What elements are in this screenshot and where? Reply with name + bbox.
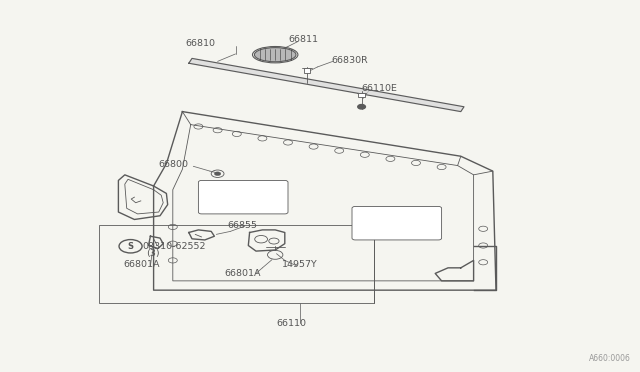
Polygon shape bbox=[189, 58, 464, 112]
Text: S: S bbox=[127, 242, 134, 251]
Circle shape bbox=[214, 172, 221, 176]
FancyBboxPatch shape bbox=[198, 180, 288, 214]
FancyBboxPatch shape bbox=[304, 68, 310, 73]
Text: 66811: 66811 bbox=[288, 35, 318, 44]
FancyBboxPatch shape bbox=[358, 93, 365, 97]
Text: 08310-62552: 08310-62552 bbox=[142, 242, 205, 251]
Text: 66801A: 66801A bbox=[224, 269, 260, 278]
Text: 66801A: 66801A bbox=[123, 260, 159, 269]
FancyBboxPatch shape bbox=[352, 206, 442, 240]
Text: 66110: 66110 bbox=[276, 319, 307, 328]
Text: 66110E: 66110E bbox=[362, 84, 397, 93]
Text: (3): (3) bbox=[146, 249, 159, 258]
Text: 66800: 66800 bbox=[159, 160, 189, 169]
Text: 66810: 66810 bbox=[186, 39, 216, 48]
Text: 14957Y: 14957Y bbox=[282, 260, 317, 269]
Circle shape bbox=[358, 105, 365, 109]
Text: 66855: 66855 bbox=[227, 221, 257, 230]
Text: 66830R: 66830R bbox=[332, 56, 368, 65]
Text: A660:0006: A660:0006 bbox=[589, 354, 630, 363]
Ellipse shape bbox=[254, 48, 296, 62]
